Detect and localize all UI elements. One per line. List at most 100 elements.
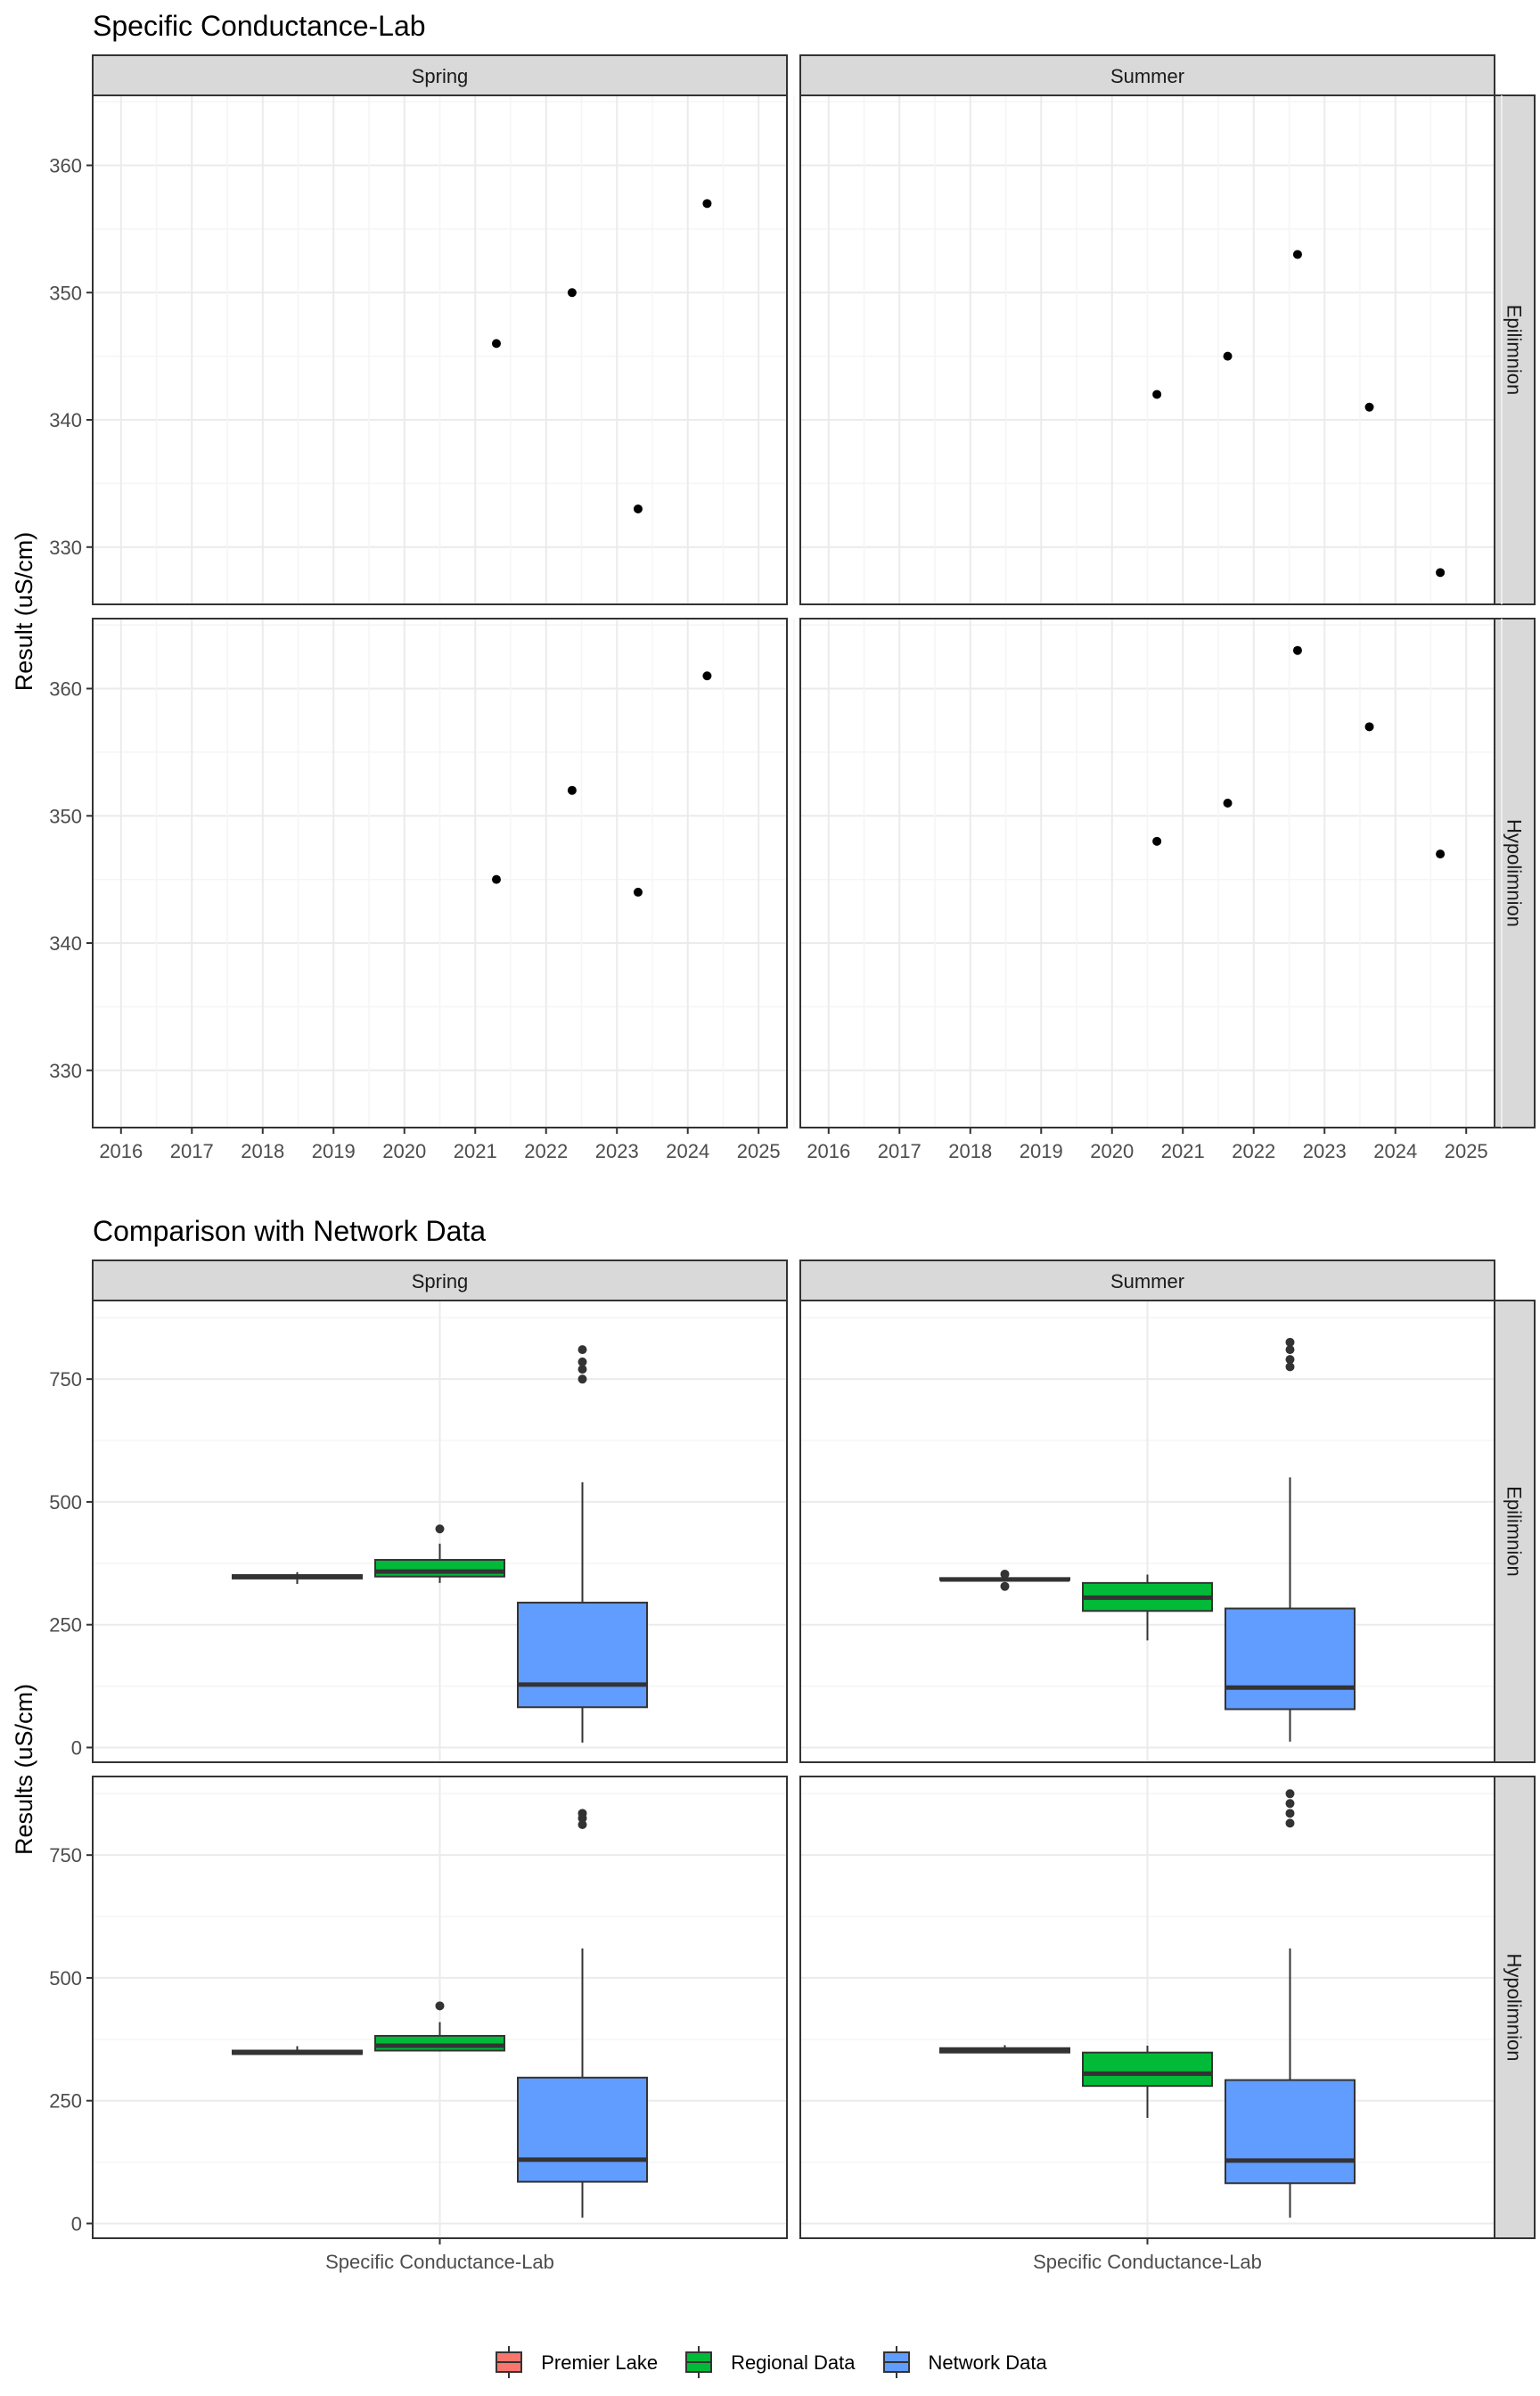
scatter-strip-summer: [799, 54, 1495, 96]
legend-item-premier-lake: Premier Lake: [493, 2346, 658, 2380]
box-strip-label-summer: Summer: [1110, 1270, 1184, 1292]
scatter-row-strip-label-hypolimnion: Hypolimnion: [1503, 819, 1526, 927]
box-panel-summer-hypolimnion-network-data-outlier-2: [1285, 1809, 1295, 1818]
box-panel-summer-hypolimnion-network-data-outlier-3: [1285, 1799, 1295, 1809]
scatter-x-tick-label-summer-2021: 2021: [1161, 1140, 1205, 1162]
box-panel-spring-hypolimnion-regional-data-box: [374, 2034, 505, 2052]
scatter-x-tick-label-spring-2021: 2021: [454, 1140, 497, 1162]
box-panel-summer-epilimnion-premier-lake-outlier-2: [1000, 1569, 1010, 1579]
scatter-panel-spring-epilimnion-point-2: [567, 288, 577, 298]
legend-label-regional-data: Regional Data: [731, 2351, 856, 2374]
box-panel-spring-epilimnion-network-data-outlier-2: [578, 1365, 587, 1374]
legend-label-premier-lake: Premier Lake: [541, 2351, 659, 2374]
scatter-x-tick-label-spring-2025: 2025: [737, 1140, 781, 1162]
scatter-y-tick-label-epilimnion-330: 330: [49, 537, 82, 559]
box-y-tick-label-epilimnion-500: 500: [49, 1491, 82, 1514]
scatter-panel-spring-hypolimnion-point-4: [702, 671, 712, 681]
legend-item-regional-data: Regional Data: [683, 2346, 856, 2380]
scatter-y-tick-label-epilimnion-350: 350: [49, 282, 82, 304]
legend-key-premier-lake: [493, 2346, 527, 2380]
scatter-x-tick-label-spring-2023: 2023: [595, 1140, 639, 1162]
scatter-y-tick-label-hypolimnion-350: 350: [49, 805, 82, 827]
box-chart-title: Comparison with Network Data: [93, 1215, 486, 1247]
box-panel-summer-hypolimnion-network-data-box: [1225, 2079, 1356, 2185]
box-panel-spring-hypolimnion-network-data-box: [517, 2076, 648, 2183]
scatter-chart-title: Specific Conductance-Lab: [93, 10, 426, 42]
scatter-y-tick-label-hypolimnion-340: 340: [49, 932, 82, 955]
scatter-x-tick-label-summer-2023: 2023: [1303, 1140, 1347, 1162]
box-y-tick-label-epilimnion-750: 750: [49, 1368, 82, 1391]
scatter-panel-summer-hypolimnion-point-1: [1152, 836, 1162, 846]
box-panel-summer-epilimnion-network-data-outlier-2: [1285, 1355, 1295, 1365]
box-y-axis-label: Results (uS/cm): [11, 1684, 37, 1855]
scatter-x-tick-label-summer-2022: 2022: [1232, 1140, 1275, 1162]
scatter-x-tick-label-spring-2020: 2020: [382, 1140, 426, 1162]
scatter-panel-spring-hypolimnion-point-2: [567, 785, 577, 795]
scatter-row-strip-label-epilimnion: Epilimnion: [1503, 305, 1526, 396]
box-panel-spring-epilimnion-regional-data-outlier-1: [435, 1524, 445, 1534]
scatter-panel-summer-epilimnion-border: [799, 94, 1495, 605]
box-panel-summer-hypolimnion-regional-data-box: [1082, 2051, 1213, 2088]
legend-label-network-data: Network Data: [928, 2351, 1047, 2374]
scatter-panel-spring-hypolimnion-border: [92, 618, 788, 1128]
box-panel-summer-epilimnion-network-data-outlier-1: [1285, 1362, 1295, 1372]
scatter-y-axis-label: Result (uS/cm): [11, 532, 37, 692]
box-x-tick-label-spring: Specific Conductance-Lab: [325, 2251, 554, 2273]
scatter-y-tick-label-epilimnion-340: 340: [49, 409, 82, 431]
box-panel-spring-hypolimnion-regional-data-outlier-1: [435, 2001, 445, 2011]
box-row-strip-label-hypolimnion: Hypolimnion: [1503, 1953, 1526, 2061]
scatter-strip-spring: [92, 54, 788, 96]
box-panel-spring-hypolimnion-network-data-outlier-3: [578, 1809, 587, 1818]
box-strip-label-spring: Spring: [412, 1270, 469, 1292]
scatter-x-tick-label-summer-2018: 2018: [948, 1140, 992, 1162]
box-y-tick-label-hypolimnion-500: 500: [49, 1967, 82, 1990]
scatter-y-tick-label-epilimnion-360: 360: [49, 155, 82, 177]
box-panel-spring-epilimnion-network-data-box: [517, 1601, 648, 1709]
box-row-strip-label-epilimnion: Epilimnion: [1503, 1486, 1526, 1577]
scatter-panel-spring-epilimnion-point-1: [491, 339, 501, 349]
box-panel-spring-hypolimnion-border: [92, 1776, 788, 2239]
box-panel-spring-epilimnion-border: [92, 1300, 788, 1763]
scatter-panel-summer-hypolimnion-point-2: [1223, 798, 1233, 808]
scatter-strip-label-spring: Spring: [412, 65, 469, 87]
box-panel-summer-epilimnion-network-data-outlier-4: [1285, 1337, 1295, 1347]
box-panel-summer-hypolimnion-network-data-outlier-1: [1285, 1818, 1295, 1828]
scatter-x-tick-label-summer-2024: 2024: [1373, 1140, 1417, 1162]
legend: Premier Lake Regional Data Network Data: [0, 2341, 1540, 2385]
scatter-panel-summer-epilimnion-point-5: [1436, 568, 1446, 578]
scatter-panel-summer-epilimnion-point-3: [1292, 250, 1302, 259]
scatter-panel-spring-epilimnion-point-4: [702, 199, 712, 209]
box-panel-spring-hypolimnion-network-data-outlier-1: [578, 1820, 587, 1830]
box-panel-spring-epilimnion-network-data-outlier-1: [578, 1374, 587, 1384]
box-y-tick-label-hypolimnion-250: 250: [49, 2090, 82, 2113]
box-y-tick-label-hypolimnion-0: 0: [71, 2212, 82, 2235]
scatter-panel-spring-epilimnion-point-3: [633, 504, 643, 513]
scatter-x-tick-label-summer-2019: 2019: [1020, 1140, 1063, 1162]
box-panel-summer-epilimnion-border: [799, 1300, 1495, 1763]
legend-key-network-data: [881, 2346, 914, 2380]
scatter-y-tick-label-hypolimnion-330: 330: [49, 1060, 82, 1082]
scatter-panel-summer-hypolimnion-point-3: [1292, 645, 1302, 655]
box-y-tick-label-hypolimnion-750: 750: [49, 1844, 82, 1867]
scatter-x-tick-label-summer-2016: 2016: [807, 1140, 850, 1162]
box-strip-spring: [92, 1260, 788, 1301]
scatter-panel-spring-epilimnion-border: [92, 94, 788, 605]
scatter-x-tick-label-spring-2022: 2022: [524, 1140, 568, 1162]
box-strip-summer: [799, 1260, 1495, 1301]
box-panel-summer-epilimnion-network-data-box: [1225, 1607, 1356, 1711]
scatter-panel-summer-hypolimnion-point-4: [1364, 722, 1374, 732]
box-panel-spring-epilimnion-network-data-outlier-4: [578, 1345, 587, 1355]
legend-item-network-data: Network Data: [881, 2346, 1047, 2380]
scatter-y-tick-label-hypolimnion-360: 360: [49, 678, 82, 701]
scatter-panel-summer-hypolimnion-point-5: [1436, 849, 1446, 859]
scatter-x-tick-label-spring-2024: 2024: [666, 1140, 709, 1162]
box-panel-summer-epilimnion-network-data-outlier-3: [1285, 1345, 1295, 1355]
box-panel-summer-hypolimnion-network-data-outlier-4: [1285, 1789, 1295, 1799]
scatter-x-tick-label-spring-2019: 2019: [312, 1140, 356, 1162]
scatter-panel-summer-epilimnion-point-4: [1364, 402, 1374, 412]
box-x-tick-label-summer: Specific Conductance-Lab: [1033, 2251, 1262, 2273]
scatter-panel-summer-epilimnion-point-2: [1223, 351, 1233, 361]
scatter-x-tick-label-summer-2020: 2020: [1090, 1140, 1134, 1162]
scatter-x-tick-label-spring-2017: 2017: [170, 1140, 214, 1162]
scatter-x-tick-label-spring-2016: 2016: [99, 1140, 143, 1162]
